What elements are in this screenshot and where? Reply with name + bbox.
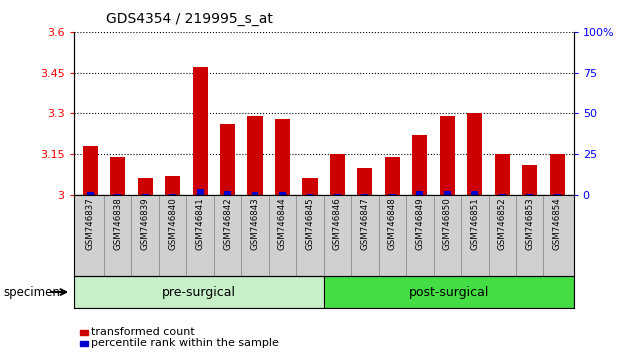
Text: percentile rank within the sample: percentile rank within the sample bbox=[91, 338, 279, 348]
Bar bbox=[279, 192, 286, 195]
Text: GSM746846: GSM746846 bbox=[333, 197, 342, 250]
Bar bbox=[169, 194, 176, 195]
Bar bbox=[251, 192, 258, 195]
Text: GSM746840: GSM746840 bbox=[168, 197, 177, 250]
Bar bbox=[83, 146, 98, 195]
Bar bbox=[165, 176, 180, 195]
Bar bbox=[358, 167, 372, 195]
Bar bbox=[303, 178, 317, 195]
Bar bbox=[495, 154, 510, 195]
Text: post-surgical: post-surgical bbox=[408, 286, 489, 298]
Bar bbox=[440, 116, 455, 195]
Text: GSM746853: GSM746853 bbox=[525, 197, 534, 250]
Text: GSM746844: GSM746844 bbox=[278, 197, 287, 250]
Bar bbox=[224, 192, 231, 195]
Text: GSM746845: GSM746845 bbox=[306, 197, 315, 250]
Bar bbox=[114, 194, 121, 195]
Bar bbox=[522, 165, 537, 195]
Text: GSM746848: GSM746848 bbox=[388, 197, 397, 250]
Bar bbox=[444, 190, 451, 195]
Bar bbox=[192, 67, 208, 195]
Bar bbox=[412, 135, 428, 195]
Bar bbox=[467, 113, 482, 195]
Bar bbox=[220, 124, 235, 195]
Text: GSM746847: GSM746847 bbox=[360, 197, 369, 250]
Text: GSM746852: GSM746852 bbox=[498, 197, 507, 250]
Bar bbox=[417, 192, 423, 195]
Text: specimen: specimen bbox=[3, 286, 60, 298]
Bar bbox=[74, 276, 324, 308]
Text: GDS4354 / 219995_s_at: GDS4354 / 219995_s_at bbox=[106, 12, 272, 27]
Bar bbox=[275, 119, 290, 195]
Bar bbox=[334, 194, 341, 195]
Text: GSM746854: GSM746854 bbox=[553, 197, 562, 250]
Bar bbox=[554, 194, 561, 195]
Bar bbox=[87, 192, 94, 195]
Bar bbox=[526, 194, 533, 195]
Bar bbox=[197, 189, 204, 195]
Bar bbox=[471, 192, 478, 195]
Text: GSM746851: GSM746851 bbox=[470, 197, 479, 250]
Text: GSM746842: GSM746842 bbox=[223, 197, 232, 250]
Bar bbox=[330, 154, 345, 195]
Bar bbox=[138, 178, 153, 195]
Text: GSM746841: GSM746841 bbox=[196, 197, 204, 250]
Text: GSM746849: GSM746849 bbox=[415, 197, 424, 250]
Bar bbox=[499, 194, 506, 195]
Bar bbox=[306, 194, 313, 195]
Text: GSM746839: GSM746839 bbox=[140, 197, 149, 250]
Bar bbox=[110, 157, 125, 195]
Bar bbox=[362, 194, 369, 195]
Text: GSM746850: GSM746850 bbox=[443, 197, 452, 250]
Bar bbox=[550, 154, 565, 195]
Bar bbox=[247, 116, 263, 195]
Bar bbox=[142, 194, 149, 195]
Bar bbox=[385, 157, 400, 195]
Text: GSM746838: GSM746838 bbox=[113, 197, 122, 250]
Text: GSM746843: GSM746843 bbox=[251, 197, 260, 250]
Bar bbox=[389, 194, 396, 195]
Bar bbox=[324, 276, 574, 308]
Text: pre-surgical: pre-surgical bbox=[162, 286, 236, 298]
Text: transformed count: transformed count bbox=[91, 327, 195, 337]
Text: GSM746837: GSM746837 bbox=[86, 197, 95, 250]
